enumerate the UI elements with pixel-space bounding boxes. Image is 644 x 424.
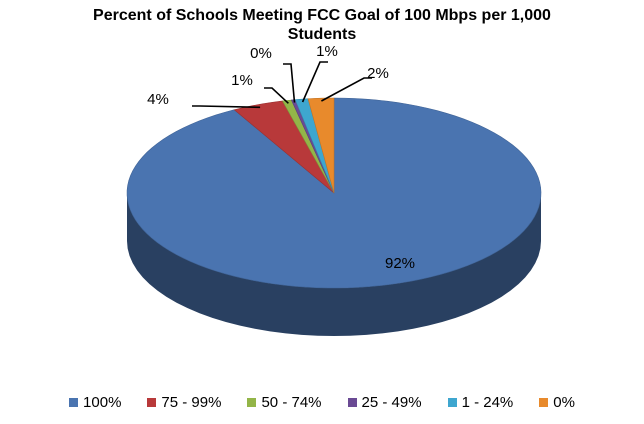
pie-slice-1 [233, 100, 335, 194]
legend-label-0: 100% [83, 394, 122, 411]
leader-line-1 [192, 105, 261, 109]
data-label-3: 0% [250, 45, 272, 62]
leader-line-2 [264, 87, 289, 104]
data-label-1: 4% [147, 91, 169, 108]
chart-title: Percent of Schools Meeting FCC Goal of 1… [0, 6, 644, 44]
legend-swatch-3 [347, 398, 357, 407]
legend-item-3: 25 - 49% [347, 394, 422, 411]
legend-swatch-1 [147, 398, 157, 407]
legend-swatch-2 [247, 398, 257, 407]
chart-title-line-1: Percent of Schools Meeting FCC Goal of 1… [93, 7, 551, 24]
pie-slice-5 [307, 97, 335, 194]
legend-item-0: 100% [69, 394, 121, 411]
legend-label-3: 25 - 49% [361, 394, 422, 411]
legend-item-4: 1 - 24% [447, 394, 514, 411]
leader-line-3 [283, 63, 296, 103]
leader-line-5 [321, 77, 372, 102]
pie-slice-side-0 [127, 193, 541, 336]
legend-label-4: 1 - 24% [461, 394, 514, 411]
legend-item-2: 50 - 74% [247, 394, 322, 411]
legend-swatch-4 [447, 398, 457, 407]
data-label-2: 1% [231, 72, 253, 89]
legend-swatch-5 [539, 398, 549, 407]
legend: 100% 75 - 99% 50 - 74% 25 - 49% 1 - 24% 0% [0, 394, 644, 411]
legend-label-1: 75 - 99% [161, 394, 222, 411]
legend-label-2: 50 - 74% [261, 394, 322, 411]
chart-title-line-2: Students [287, 26, 357, 43]
legend-item-5: 0% [539, 394, 575, 411]
legend-item-1: 75 - 99% [147, 394, 221, 411]
legend-label-5: 0% [553, 394, 575, 411]
data-label-0: 92% [385, 255, 415, 272]
data-label-5: 2% [367, 65, 389, 82]
legend-swatch-0 [69, 398, 79, 407]
data-label-4: 1% [316, 43, 338, 60]
leader-line-4 [301, 61, 328, 103]
